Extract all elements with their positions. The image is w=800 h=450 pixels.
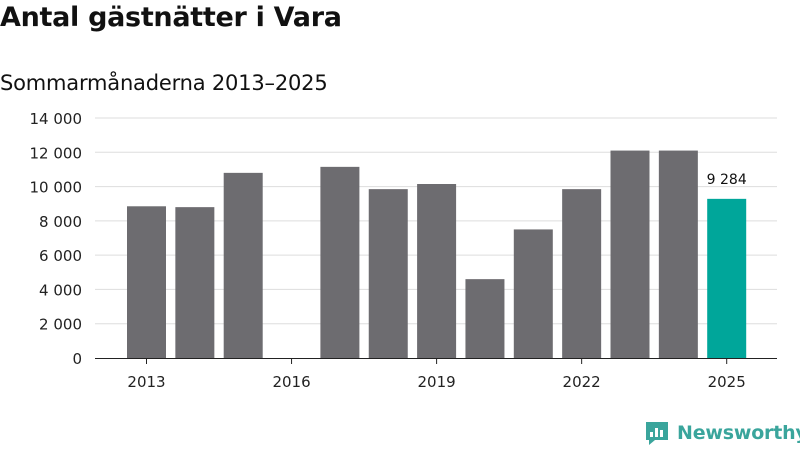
bar-2019 bbox=[417, 184, 457, 358]
bar-2024 bbox=[658, 150, 698, 358]
y-tick-label: 14 000 bbox=[30, 110, 83, 128]
bar-chart: 0 2 000 4 000 6 000 8 000 10 000 12 000 14 000 2… bbox=[30, 110, 777, 391]
y-tick-label: 0 bbox=[72, 350, 82, 368]
y-tick-label: 4 000 bbox=[39, 281, 82, 299]
chart-subtitle: Sommarmånaderna 2013–2025 bbox=[0, 71, 328, 95]
bar-2020 bbox=[465, 279, 505, 358]
y-tick-label: 2 000 bbox=[39, 316, 82, 334]
bar-2021 bbox=[513, 229, 553, 358]
bar-2025 bbox=[707, 198, 747, 358]
x-tick-label: 2022 bbox=[563, 373, 601, 391]
bar-2013 bbox=[127, 206, 166, 358]
y-tick-label: 10 000 bbox=[30, 179, 83, 197]
bar-2015 bbox=[223, 172, 263, 358]
bar-2022 bbox=[562, 189, 602, 358]
brand-name: Newsworthy bbox=[677, 422, 800, 444]
chart-title: Antal gästnätter i Vara bbox=[0, 2, 342, 33]
bar-2023 bbox=[610, 150, 650, 358]
bar-2014 bbox=[175, 207, 215, 358]
x-tick-label: 2016 bbox=[272, 373, 310, 391]
brand-logo: Newsworthy bbox=[644, 420, 800, 446]
bar-2017 bbox=[320, 166, 360, 358]
newsworthy-logo-icon bbox=[646, 422, 668, 445]
y-tick-label: 8 000 bbox=[39, 213, 82, 231]
x-tick-label: 2019 bbox=[418, 373, 456, 391]
data-label: 9 284 bbox=[707, 172, 747, 188]
y-tick-label: 6 000 bbox=[39, 247, 82, 265]
bar-2018 bbox=[368, 189, 408, 358]
x-tick-label: 2013 bbox=[127, 373, 165, 391]
x-tick-label: 2025 bbox=[708, 373, 746, 391]
y-tick-label: 12 000 bbox=[30, 144, 83, 162]
